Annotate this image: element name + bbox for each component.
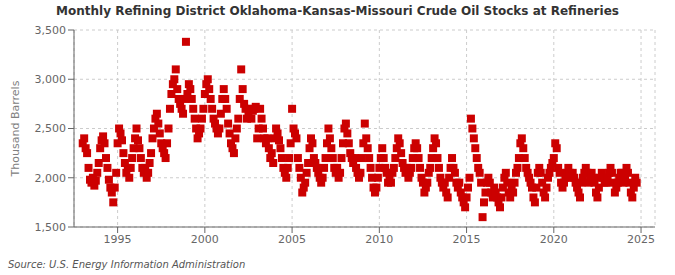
svg-text:3,500: 3,500 (35, 24, 67, 37)
svg-text:2025: 2025 (627, 233, 655, 246)
svg-text:2015: 2015 (453, 233, 481, 246)
svg-text:Thousand Barrels: Thousand Barrels (9, 80, 22, 177)
html-text:Source: U.S. Energy Informatio: Source: U.S. Energy Information Administ… (8, 259, 246, 270)
svg-text:1,500: 1,500 (35, 221, 67, 234)
svg-text:2020: 2020 (540, 233, 568, 246)
svg-text:2010: 2010 (365, 233, 393, 246)
svg-text:2005: 2005 (278, 233, 306, 246)
svg-text:3,000: 3,000 (35, 73, 67, 86)
svg-text:1995: 1995 (104, 233, 132, 246)
svg-text:2000: 2000 (191, 233, 219, 246)
svg-text:2,000: 2,000 (35, 172, 67, 185)
html-text:Monthly Refining District Okla: Monthly Refining District Oklahoma-Kansa… (56, 4, 619, 18)
svg-text:2,500: 2,500 (35, 122, 67, 135)
